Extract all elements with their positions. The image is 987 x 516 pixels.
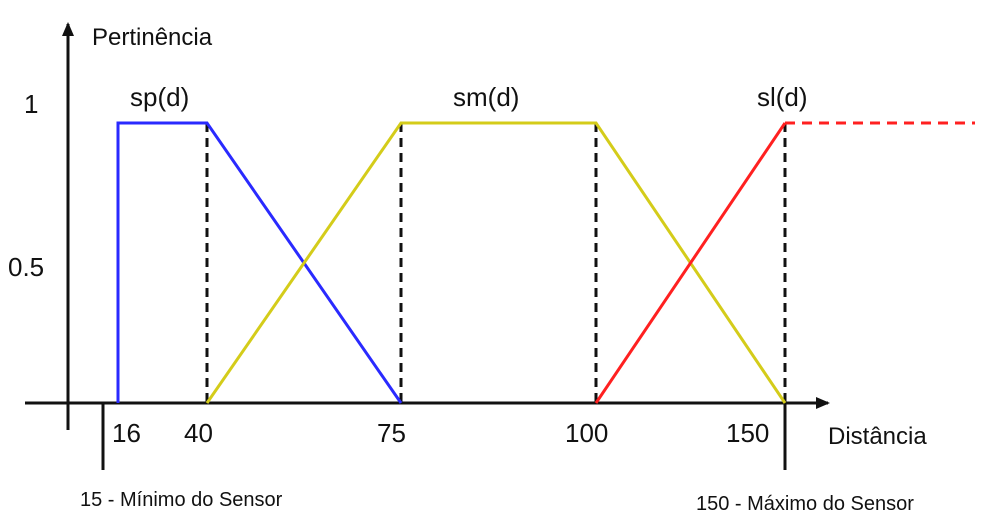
x-axis-label: Distância (828, 423, 927, 450)
series-label-sp: sp(d) (130, 82, 189, 112)
x-tick-label-40: 40 (184, 418, 213, 448)
series-line-sl(d) (594, 122, 787, 404)
x-tick-label-16: 16 (112, 418, 141, 448)
series-label-sl: sl(d) (757, 82, 808, 112)
sensor-max-annotation: 150 - Máximo do Sensor (696, 493, 914, 515)
dashed-guides (205, 123, 787, 403)
series-layer (116, 121, 975, 404)
series-line-sm(d) (205, 121, 787, 404)
sensor-min-annotation: 15 - Mínimo do Sensor (80, 489, 283, 511)
series-line-sp(d) (116, 121, 403, 404)
x-tick-label-100: 100 (565, 418, 608, 448)
y-tick-label-0.5: 0.5 (8, 252, 44, 282)
x-tick-label-75: 75 (377, 418, 406, 448)
x-tick-label-150: 150 (726, 418, 769, 448)
y-axis-label: Pertinência (92, 24, 213, 51)
y-tick-label-1: 1 (24, 89, 38, 119)
series-label-sm: sm(d) (453, 82, 519, 112)
